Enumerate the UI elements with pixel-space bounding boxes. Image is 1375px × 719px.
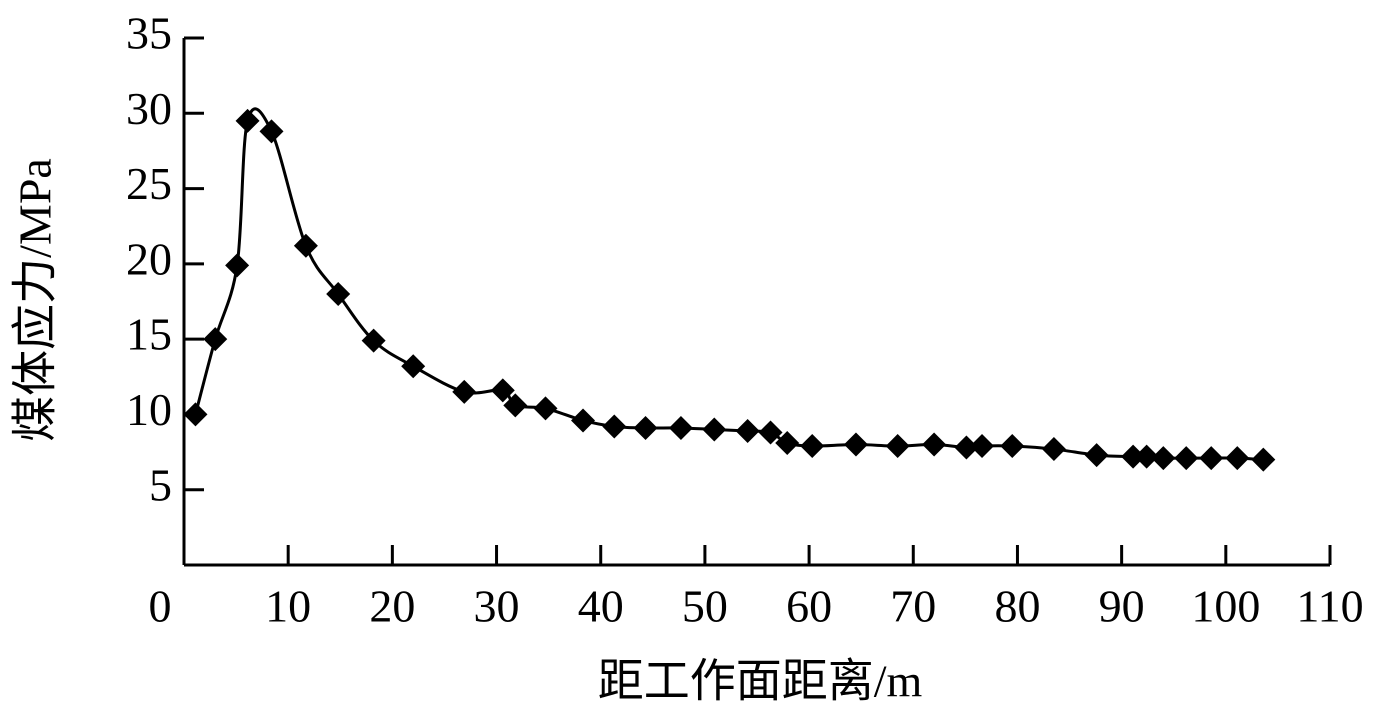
x-tick-label: 10: [265, 581, 311, 632]
marker: [452, 379, 477, 404]
y-axis-label: 煤体应力/MPa: [10, 158, 61, 442]
x-tick-label: 30: [474, 581, 520, 632]
marker: [503, 393, 528, 418]
x-tick-label: 60: [786, 581, 832, 632]
x-tick-label: 80: [994, 581, 1040, 632]
marker: [203, 327, 228, 352]
line: [194, 107, 1264, 462]
x-tick-label: 90: [1099, 581, 1145, 632]
x-tick-label: 20: [369, 581, 415, 632]
marker: [1251, 447, 1276, 472]
marker: [1000, 434, 1025, 459]
marker: [954, 435, 979, 460]
marker: [259, 119, 284, 144]
marker: [1121, 444, 1146, 469]
marker: [326, 281, 351, 306]
x-tick-label: 110: [1296, 581, 1363, 632]
y-tick-label: 5: [149, 459, 172, 510]
marker: [401, 354, 426, 379]
marker: [1174, 446, 1199, 471]
x-tick-label: 0: [149, 581, 172, 632]
marker: [633, 415, 658, 440]
marker: [571, 408, 596, 433]
marker: [970, 434, 995, 459]
marker: [775, 431, 800, 456]
marker: [843, 432, 868, 457]
y-tick-label: 25: [126, 158, 172, 209]
marker: [735, 418, 760, 443]
x-axis-label: 距工作面距离/m: [598, 656, 923, 707]
marker: [758, 420, 783, 445]
marker: [225, 253, 250, 278]
marker: [361, 328, 386, 353]
marker: [1084, 443, 1109, 468]
x-tick-label: 70: [890, 581, 936, 632]
marker: [885, 434, 910, 459]
marker: [922, 432, 947, 457]
x-tick-label: 40: [578, 581, 624, 632]
y-tick-label: 30: [126, 83, 172, 134]
marker: [293, 233, 318, 258]
x-tick-label: 50: [682, 581, 728, 632]
marker: [1151, 446, 1176, 471]
marker: [1134, 444, 1159, 469]
marker: [1225, 446, 1250, 471]
marker: [533, 396, 558, 421]
y-tick-label: 35: [126, 8, 172, 59]
y-tick-label: 15: [126, 309, 172, 360]
marker: [1041, 437, 1066, 462]
marker: [668, 415, 693, 440]
marker: [602, 414, 627, 439]
marker: [490, 378, 515, 403]
marker: [235, 108, 260, 133]
marker: [800, 434, 825, 459]
x-tick-label: 100: [1191, 581, 1260, 632]
y-tick-label: 20: [126, 233, 172, 284]
marker: [702, 417, 727, 442]
marker: [1199, 446, 1224, 471]
marker: [183, 402, 208, 427]
y-tick-label: 10: [126, 384, 172, 435]
